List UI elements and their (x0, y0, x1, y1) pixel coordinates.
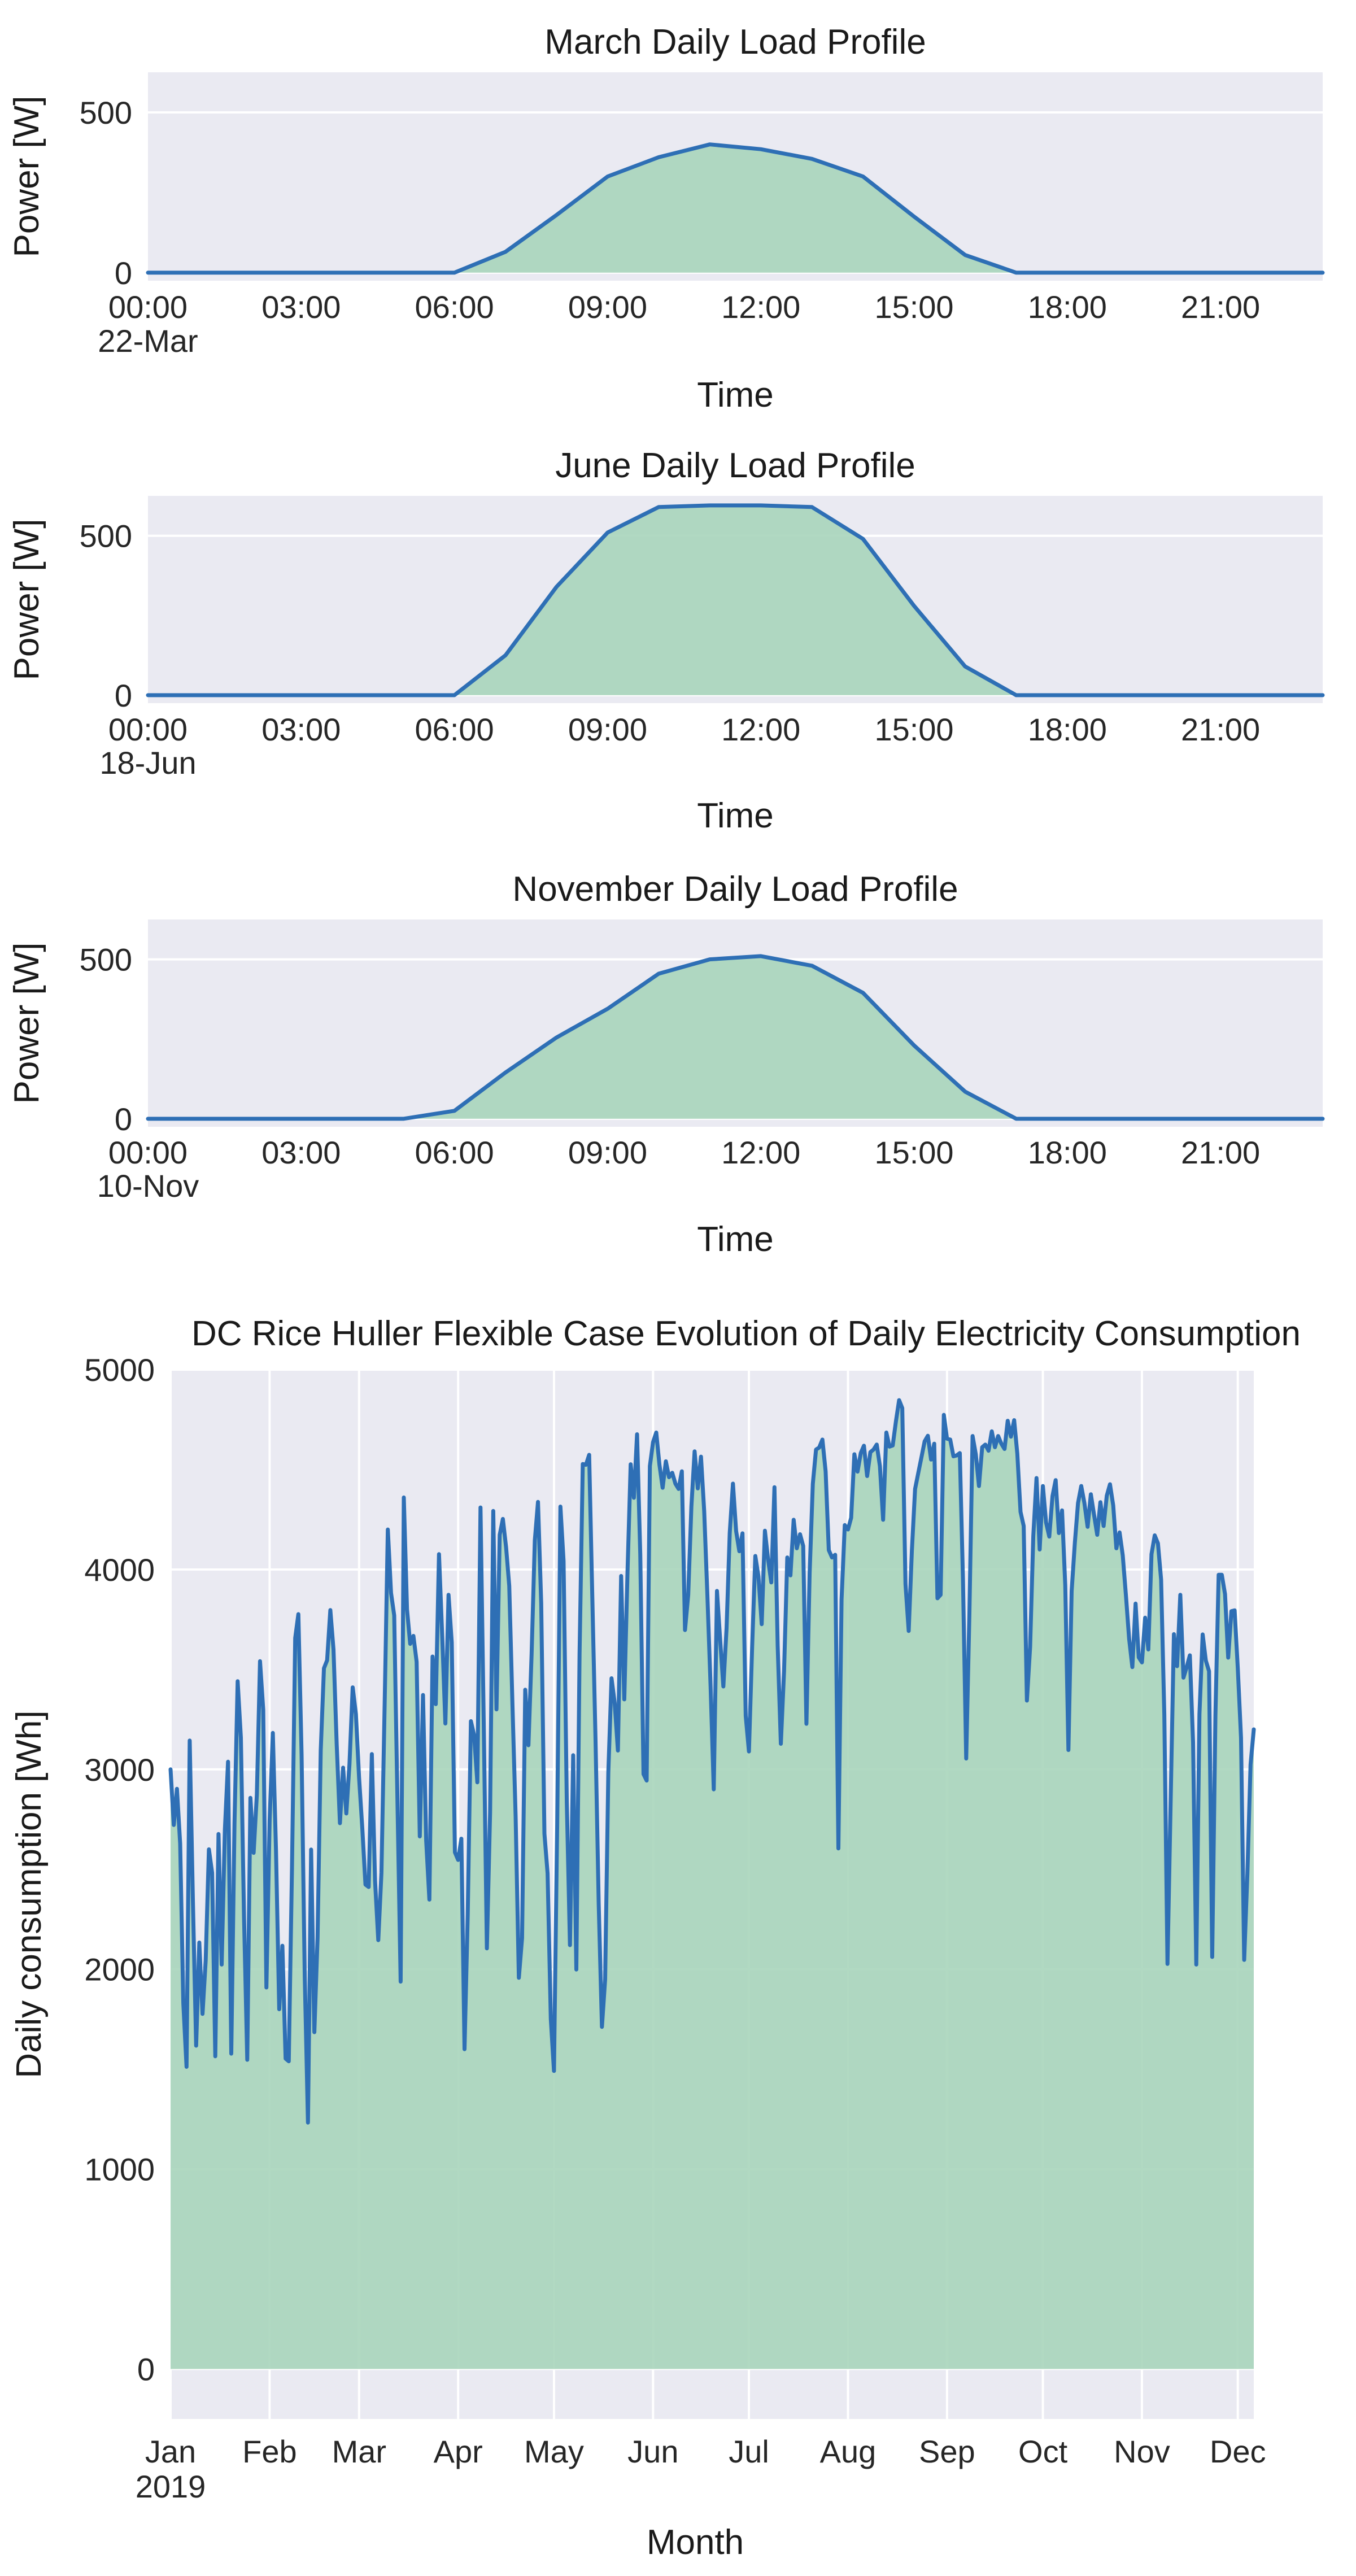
chart-title: June Daily Load Profile (555, 446, 915, 485)
x-tick-label: 06:00 (415, 1135, 494, 1170)
chart-title: DC Rice Huller Flexible Case Evolution o… (191, 1314, 1301, 1353)
x-tick-label: 09:00 (568, 1135, 647, 1170)
chart-title: March Daily Load Profile (544, 23, 926, 62)
chart-panel-4: DC Rice Huller Flexible Case Evolution o… (10, 1314, 1301, 2562)
chart-panel-2: June Daily Load Profile 0 500 00:00 03:00 06:… (7, 446, 1325, 835)
x-tick-label: Dec (1210, 2434, 1266, 2469)
x-tick-label: 21:00 (1181, 712, 1260, 747)
x-axis-label: Time (697, 1220, 773, 1259)
x-tick-label: May (524, 2434, 584, 2469)
x-date-label: 10-Nov (97, 1168, 199, 1204)
x-date-label: 18-Jun (99, 745, 196, 781)
x-tick-label: 00:00 (108, 1135, 188, 1170)
y-tick-label: 0 (137, 2352, 155, 2387)
x-tick-label: 00:00 (108, 289, 188, 325)
x-tick-label: 03:00 (261, 1135, 341, 1170)
area-fill (148, 956, 1323, 1119)
y-tick-label: 500 (80, 518, 132, 554)
y-tick-label: 3000 (84, 1752, 155, 1788)
x-axis-label: Month (647, 2523, 744, 2562)
series-line (146, 954, 1325, 1121)
series-line (168, 1398, 1256, 2125)
y-tick-label: 2000 (84, 1952, 155, 1987)
y-tick-label: 5000 (84, 1352, 155, 1388)
x-tick-label: 18:00 (1028, 289, 1107, 325)
y-tick-label: 500 (80, 95, 132, 130)
y-axis-label: Daily consumption [Wh] (10, 1710, 49, 2078)
y-tick-label: 500 (80, 942, 132, 978)
y-axis-label: Power [W] (7, 943, 46, 1104)
y-tick-label: 0 (115, 255, 132, 291)
x-tick-label: 15:00 (874, 712, 953, 747)
y-tick-label: 4000 (84, 1552, 155, 1588)
x-tick-label: 21:00 (1181, 1135, 1260, 1170)
chart-panel-3: November Daily Load Profile 0 500 00:00 03:0… (7, 870, 1325, 1259)
y-tick-label: 0 (115, 1101, 132, 1137)
y-axis-label: Power [W] (7, 519, 46, 681)
x-tick-label: Jan (145, 2434, 196, 2469)
x-tick-label: Nov (1114, 2434, 1170, 2469)
x-axis-label: Time (697, 376, 773, 415)
x-tick-label: Aug (820, 2434, 877, 2469)
x-tick-label: 18:00 (1028, 712, 1107, 747)
y-axis-label: Power [W] (7, 96, 46, 258)
x-tick-label: 06:00 (415, 712, 494, 747)
x-tick-label: Apr (434, 2434, 483, 2469)
x-tick-label: 03:00 (261, 289, 341, 325)
x-year-label: 2019 (136, 2469, 206, 2504)
series-line (146, 503, 1325, 698)
x-date-label: 22-Mar (98, 323, 198, 359)
x-axis-label: Time (697, 796, 773, 835)
y-tick-label: 1000 (84, 2152, 155, 2187)
x-tick-label: 03:00 (261, 712, 341, 747)
area-fill (148, 144, 1323, 273)
x-tick-label: 12:00 (721, 1135, 800, 1170)
series-line (146, 142, 1325, 275)
x-tick-label: Oct (1018, 2434, 1068, 2469)
x-tick-label: 00:00 (108, 712, 188, 747)
x-tick-label: Feb (242, 2434, 297, 2469)
x-tick-label: 15:00 (874, 289, 953, 325)
x-tick-label: 09:00 (568, 289, 647, 325)
x-tick-label: 09:00 (568, 712, 647, 747)
x-tick-label: 06:00 (415, 289, 494, 325)
x-tick-label: 18:00 (1028, 1135, 1107, 1170)
x-tick-label: Mar (332, 2434, 386, 2469)
chart-title: November Daily Load Profile (512, 870, 958, 909)
chart-panel-1: March Daily Load Profile 0 500 00:00 03:00 06… (7, 23, 1325, 415)
x-tick-label: 15:00 (874, 1135, 953, 1170)
x-tick-label: 12:00 (721, 289, 800, 325)
area-fill (148, 505, 1323, 695)
x-tick-label: Sep (919, 2434, 975, 2469)
y-tick-label: 0 (115, 678, 132, 713)
x-tick-label: 12:00 (721, 712, 800, 747)
x-tick-label: Jun (627, 2434, 678, 2469)
x-tick-label: Jul (729, 2434, 769, 2469)
x-tick-label: 21:00 (1181, 289, 1260, 325)
